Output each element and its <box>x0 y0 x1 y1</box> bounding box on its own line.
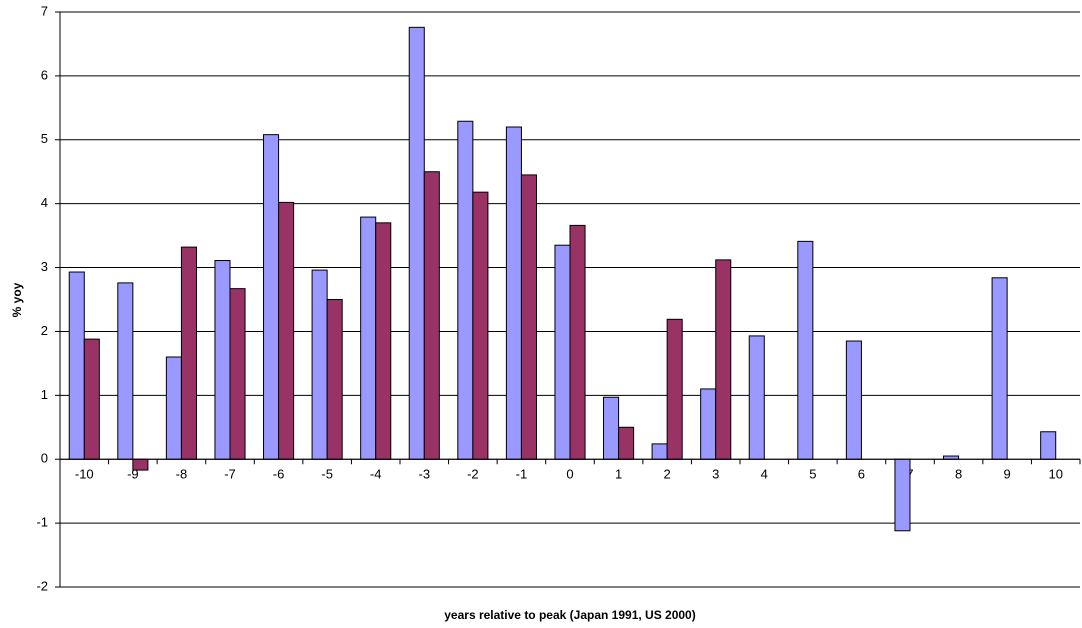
x-tick-label: 5 <box>809 467 816 482</box>
bar <box>408 26 425 460</box>
x-tick-label: -7 <box>224 467 236 482</box>
bar <box>278 201 295 460</box>
bar <box>375 222 392 460</box>
y-tick-label: -1 <box>36 515 48 530</box>
x-tick-label: -8 <box>176 467 188 482</box>
bar <box>554 244 571 460</box>
y-tick-label: 5 <box>41 131 48 146</box>
bar <box>1040 431 1057 460</box>
x-tick-label: -2 <box>467 467 479 482</box>
x-tick-label: 8 <box>955 467 962 482</box>
bar <box>618 426 635 460</box>
bar <box>505 126 522 460</box>
x-tick-label: 4 <box>761 467 768 482</box>
bar <box>132 458 149 471</box>
x-tick-label: -1 <box>516 467 528 482</box>
y-tick-label: 3 <box>41 259 48 274</box>
bar <box>83 338 100 460</box>
bar <box>603 396 620 460</box>
bar <box>894 458 911 532</box>
bar <box>457 120 474 460</box>
x-tick-label: 10 <box>1048 467 1062 482</box>
bar <box>165 356 182 460</box>
x-tick-label: 6 <box>858 467 865 482</box>
x-tick-label: -9 <box>127 467 139 482</box>
bar <box>180 246 197 460</box>
bar <box>263 134 280 460</box>
x-tick-label: -6 <box>273 467 285 482</box>
y-tick-label: 2 <box>41 323 48 338</box>
bar <box>991 277 1008 460</box>
bar <box>214 260 231 460</box>
x-tick-label: 3 <box>712 467 719 482</box>
x-tick-label: 9 <box>1004 467 1011 482</box>
y-axis-title: % yoy <box>10 282 24 317</box>
bar <box>520 174 537 460</box>
bar <box>797 240 814 460</box>
bar <box>700 388 717 460</box>
y-tick-label: 0 <box>41 451 48 466</box>
bar <box>651 443 668 460</box>
x-tick-label: 2 <box>664 467 671 482</box>
bar <box>311 269 328 460</box>
bar <box>845 340 862 460</box>
x-tick-label: -3 <box>419 467 431 482</box>
y-tick-label: 4 <box>41 195 48 210</box>
bar <box>748 335 765 460</box>
y-tick-label: 7 <box>41 3 48 18</box>
x-tick-label: -5 <box>321 467 333 482</box>
bar <box>423 171 440 460</box>
y-tick-label: -2 <box>36 578 48 593</box>
bar <box>229 288 246 460</box>
bar <box>569 224 586 460</box>
x-tick-label: 1 <box>615 467 622 482</box>
bar <box>326 299 343 460</box>
x-tick-label: -4 <box>370 467 382 482</box>
bar <box>472 191 489 460</box>
bar <box>117 282 134 460</box>
y-tick-label: 1 <box>41 387 48 402</box>
bar <box>68 271 85 460</box>
x-tick-label: 0 <box>566 467 573 482</box>
x-axis-title: years relative to peak (Japan 1991, US 2… <box>444 608 695 622</box>
bar <box>360 216 377 460</box>
bar <box>666 318 683 460</box>
y-tick-label: 6 <box>41 67 48 82</box>
bar <box>715 259 732 460</box>
x-tick-label: -10 <box>75 467 94 482</box>
